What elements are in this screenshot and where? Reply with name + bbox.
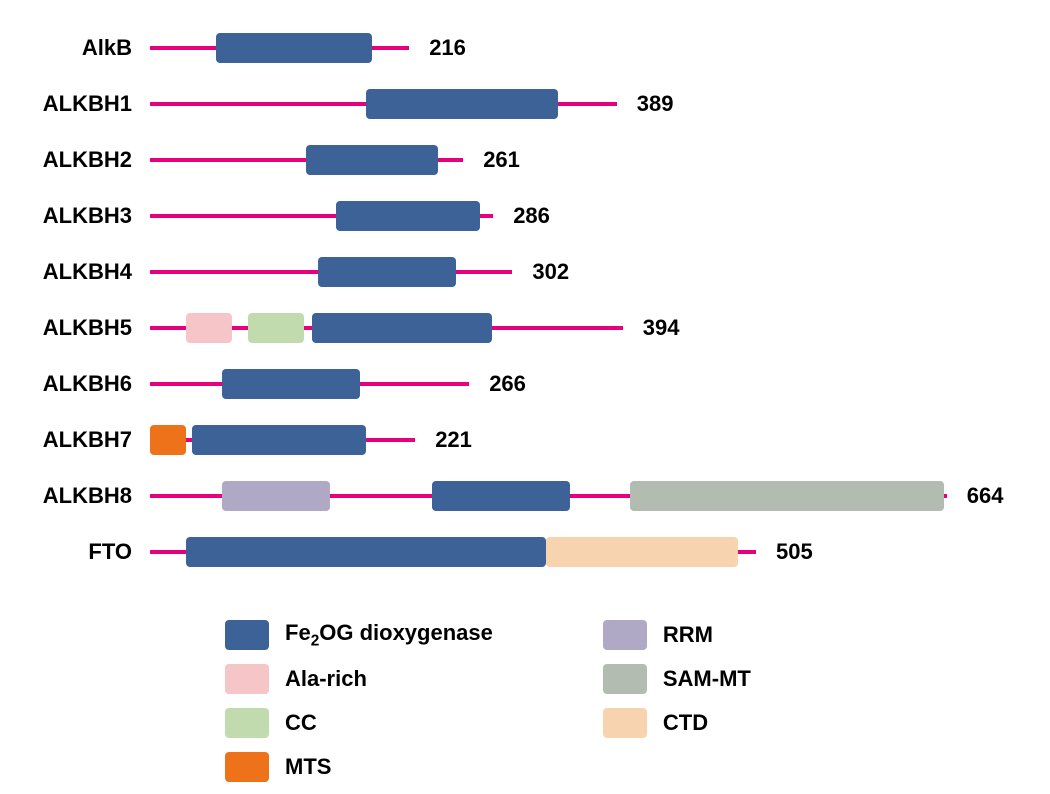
legend-label: RRM: [663, 622, 713, 648]
protein-row: ALKBH5394: [30, 300, 1020, 356]
legend-item: Ala-rich: [225, 664, 493, 694]
domain-fe2og: [318, 257, 456, 287]
protein-row: AlkB216: [30, 20, 1020, 76]
legend-label: Ala-rich: [285, 666, 367, 692]
protein-row: ALKBH8664: [30, 468, 1020, 524]
legend-item: Fe2OG dioxygenase: [225, 620, 493, 650]
domain-sam_mt: [630, 481, 944, 511]
protein-length-label: 266: [489, 371, 526, 397]
protein-name-label: ALKBH8: [30, 483, 150, 509]
domain-fe2og: [432, 481, 570, 511]
protein-name-label: AlkB: [30, 35, 150, 61]
protein-row: FTO505: [30, 524, 1020, 580]
domain-mts: [150, 425, 186, 455]
legend-label: CTD: [663, 710, 708, 736]
protein-track: 389: [150, 89, 617, 119]
protein-track: 505: [150, 537, 756, 567]
protein-name-label: ALKBH1: [30, 91, 150, 117]
legend-label: Fe2OG dioxygenase: [285, 620, 493, 650]
legend-item: CC: [225, 708, 493, 738]
protein-length-label: 286: [513, 203, 550, 229]
legend-item: CTD: [603, 708, 751, 738]
domain-cc: [248, 313, 303, 343]
protein-row: ALKBH2261: [30, 132, 1020, 188]
legend-item: RRM: [603, 620, 751, 650]
domain-fe2og: [306, 145, 438, 175]
protein-track: 394: [150, 313, 623, 343]
legend-label: CC: [285, 710, 317, 736]
domain-fe2og: [186, 537, 546, 567]
protein-row: ALKBH7221: [30, 412, 1020, 468]
domain-fe2og: [216, 33, 372, 63]
protein-length-label: 394: [643, 315, 680, 341]
legend-item: MTS: [225, 752, 493, 782]
protein-name-label: ALKBH2: [30, 147, 150, 173]
legend-swatch-cc: [225, 708, 269, 738]
protein-name-label: ALKBH3: [30, 203, 150, 229]
legend-label: MTS: [285, 754, 331, 780]
legend: Fe2OG dioxygenase Ala-rich CC MTS RRM SAM-MT C…: [225, 620, 1020, 782]
protein-length-label: 389: [637, 91, 674, 117]
protein-name-label: ALKBH5: [30, 315, 150, 341]
domain-ala_rich: [186, 313, 232, 343]
protein-length-label: 261: [483, 147, 520, 173]
legend-swatch-rrm: [603, 620, 647, 650]
domain-rrm: [222, 481, 330, 511]
legend-column: RRM SAM-MT CTD: [603, 620, 751, 782]
protein-row: ALKBH3286: [30, 188, 1020, 244]
protein-row: ALKBH1389: [30, 76, 1020, 132]
protein-track: 286: [150, 201, 493, 231]
legend-swatch-mts: [225, 752, 269, 782]
legend-swatch-ala_rich: [225, 664, 269, 694]
legend-swatch-ctd: [603, 708, 647, 738]
protein-row: ALKBH4302: [30, 244, 1020, 300]
protein-row: ALKBH6266: [30, 356, 1020, 412]
protein-track: 664: [150, 481, 947, 511]
protein-length-label: 505: [776, 539, 813, 565]
protein-track: 302: [150, 257, 512, 287]
protein-track: 261: [150, 145, 463, 175]
domain-fe2og: [192, 425, 366, 455]
protein-name-label: ALKBH6: [30, 371, 150, 397]
protein-length-label: 664: [967, 483, 1004, 509]
legend-label: SAM-MT: [663, 666, 751, 692]
protein-name-label: ALKBH4: [30, 259, 150, 285]
protein-track: 221: [150, 425, 415, 455]
protein-track: 216: [150, 33, 409, 63]
legend-swatch-fe2og: [225, 620, 269, 650]
protein-length-label: 302: [532, 259, 569, 285]
protein-length-label: 216: [429, 35, 466, 61]
domain-ctd: [546, 537, 738, 567]
domain-fe2og: [312, 313, 492, 343]
legend-item: SAM-MT: [603, 664, 751, 694]
domain-fe2og: [222, 369, 360, 399]
domain-fe2og: [336, 201, 480, 231]
protein-name-label: ALKBH7: [30, 427, 150, 453]
legend-column: Fe2OG dioxygenase Ala-rich CC MTS: [225, 620, 493, 782]
protein-length-label: 221: [435, 427, 472, 453]
domain-fe2og: [366, 89, 558, 119]
protein-name-label: FTO: [30, 539, 150, 565]
legend-swatch-sam_mt: [603, 664, 647, 694]
protein-track: 266: [150, 369, 469, 399]
